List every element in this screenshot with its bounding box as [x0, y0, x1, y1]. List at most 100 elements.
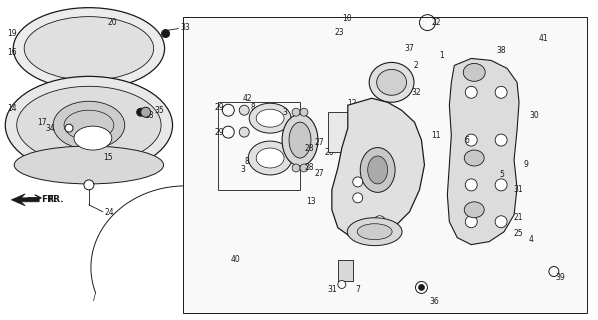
- Text: 11: 11: [431, 131, 441, 140]
- Text: 25: 25: [513, 229, 523, 238]
- Text: 29: 29: [214, 103, 224, 112]
- Circle shape: [292, 164, 300, 172]
- Text: 10: 10: [342, 14, 352, 23]
- Text: 26: 26: [325, 148, 334, 156]
- Text: 42: 42: [242, 94, 252, 103]
- Text: 13: 13: [306, 197, 316, 206]
- Circle shape: [465, 179, 477, 191]
- Text: 5: 5: [499, 171, 504, 180]
- Circle shape: [465, 134, 477, 146]
- Text: 16: 16: [7, 48, 17, 57]
- Text: 4: 4: [529, 235, 534, 244]
- Ellipse shape: [463, 63, 485, 81]
- Ellipse shape: [24, 17, 154, 80]
- Circle shape: [239, 127, 249, 137]
- Circle shape: [300, 108, 308, 116]
- Ellipse shape: [17, 86, 161, 164]
- Ellipse shape: [13, 8, 164, 89]
- Text: 31: 31: [513, 185, 523, 194]
- Circle shape: [84, 180, 94, 190]
- Text: 20: 20: [108, 18, 117, 27]
- Text: 1: 1: [440, 51, 444, 60]
- Text: 23: 23: [335, 28, 344, 37]
- Ellipse shape: [53, 101, 125, 149]
- Circle shape: [353, 193, 363, 203]
- Text: 8: 8: [250, 103, 255, 112]
- Ellipse shape: [369, 62, 414, 102]
- Text: 17: 17: [37, 118, 47, 127]
- Circle shape: [65, 124, 73, 132]
- Text: 29: 29: [214, 128, 224, 137]
- Ellipse shape: [289, 122, 311, 158]
- Circle shape: [338, 280, 346, 288]
- Text: FR.: FR.: [47, 195, 63, 204]
- Ellipse shape: [357, 224, 392, 240]
- Text: 33: 33: [181, 23, 190, 32]
- Text: 7: 7: [356, 285, 361, 294]
- Text: 9: 9: [523, 160, 528, 170]
- Text: 28: 28: [305, 144, 315, 153]
- Text: 39: 39: [556, 273, 566, 282]
- Text: 21: 21: [513, 213, 523, 222]
- Text: 34: 34: [45, 124, 55, 132]
- Circle shape: [465, 86, 477, 98]
- Text: 30: 30: [529, 111, 539, 120]
- Circle shape: [137, 108, 145, 116]
- Text: 41: 41: [539, 34, 548, 43]
- Ellipse shape: [464, 202, 484, 218]
- Ellipse shape: [256, 109, 284, 127]
- Ellipse shape: [347, 218, 402, 246]
- Circle shape: [495, 216, 507, 228]
- Circle shape: [161, 29, 170, 37]
- Circle shape: [465, 216, 477, 228]
- Text: 27: 27: [315, 138, 325, 147]
- Ellipse shape: [360, 148, 395, 192]
- Text: 19: 19: [7, 29, 17, 38]
- Circle shape: [495, 134, 507, 146]
- Circle shape: [292, 108, 300, 116]
- Ellipse shape: [14, 146, 164, 184]
- Text: 35: 35: [155, 106, 164, 115]
- Text: 6: 6: [464, 136, 469, 145]
- Circle shape: [419, 284, 425, 291]
- Text: 22: 22: [431, 18, 441, 27]
- Circle shape: [300, 164, 308, 172]
- Bar: [328, 112, 358, 152]
- Text: 18: 18: [145, 111, 154, 120]
- Ellipse shape: [377, 69, 407, 95]
- Circle shape: [495, 86, 507, 98]
- Text: 32: 32: [411, 88, 421, 97]
- Text: 37: 37: [404, 44, 414, 53]
- Ellipse shape: [248, 141, 292, 175]
- Text: 8: 8: [244, 157, 249, 166]
- Polygon shape: [447, 59, 519, 244]
- Text: 38: 38: [496, 46, 506, 55]
- Text: FR.: FR.: [41, 195, 57, 204]
- Text: 12: 12: [347, 99, 356, 108]
- Bar: [182, 17, 587, 313]
- Bar: [218, 102, 300, 190]
- Text: 28: 28: [305, 164, 315, 172]
- Ellipse shape: [368, 156, 388, 184]
- Text: 15: 15: [103, 153, 112, 162]
- Circle shape: [495, 179, 507, 191]
- Ellipse shape: [282, 114, 318, 166]
- Text: 3: 3: [282, 108, 287, 117]
- Ellipse shape: [249, 103, 291, 133]
- Text: 27: 27: [315, 169, 325, 179]
- Ellipse shape: [5, 76, 173, 174]
- Text: 31: 31: [328, 285, 337, 294]
- Ellipse shape: [256, 148, 284, 168]
- Circle shape: [239, 105, 249, 115]
- Text: 40: 40: [230, 255, 240, 264]
- Polygon shape: [11, 194, 39, 206]
- Ellipse shape: [464, 150, 484, 166]
- Text: 3: 3: [240, 165, 245, 174]
- Text: 2: 2: [413, 61, 418, 70]
- Circle shape: [416, 282, 428, 293]
- Bar: [338, 260, 353, 282]
- Ellipse shape: [74, 126, 112, 150]
- Text: 36: 36: [429, 297, 439, 306]
- Circle shape: [374, 216, 386, 228]
- Polygon shape: [332, 98, 425, 240]
